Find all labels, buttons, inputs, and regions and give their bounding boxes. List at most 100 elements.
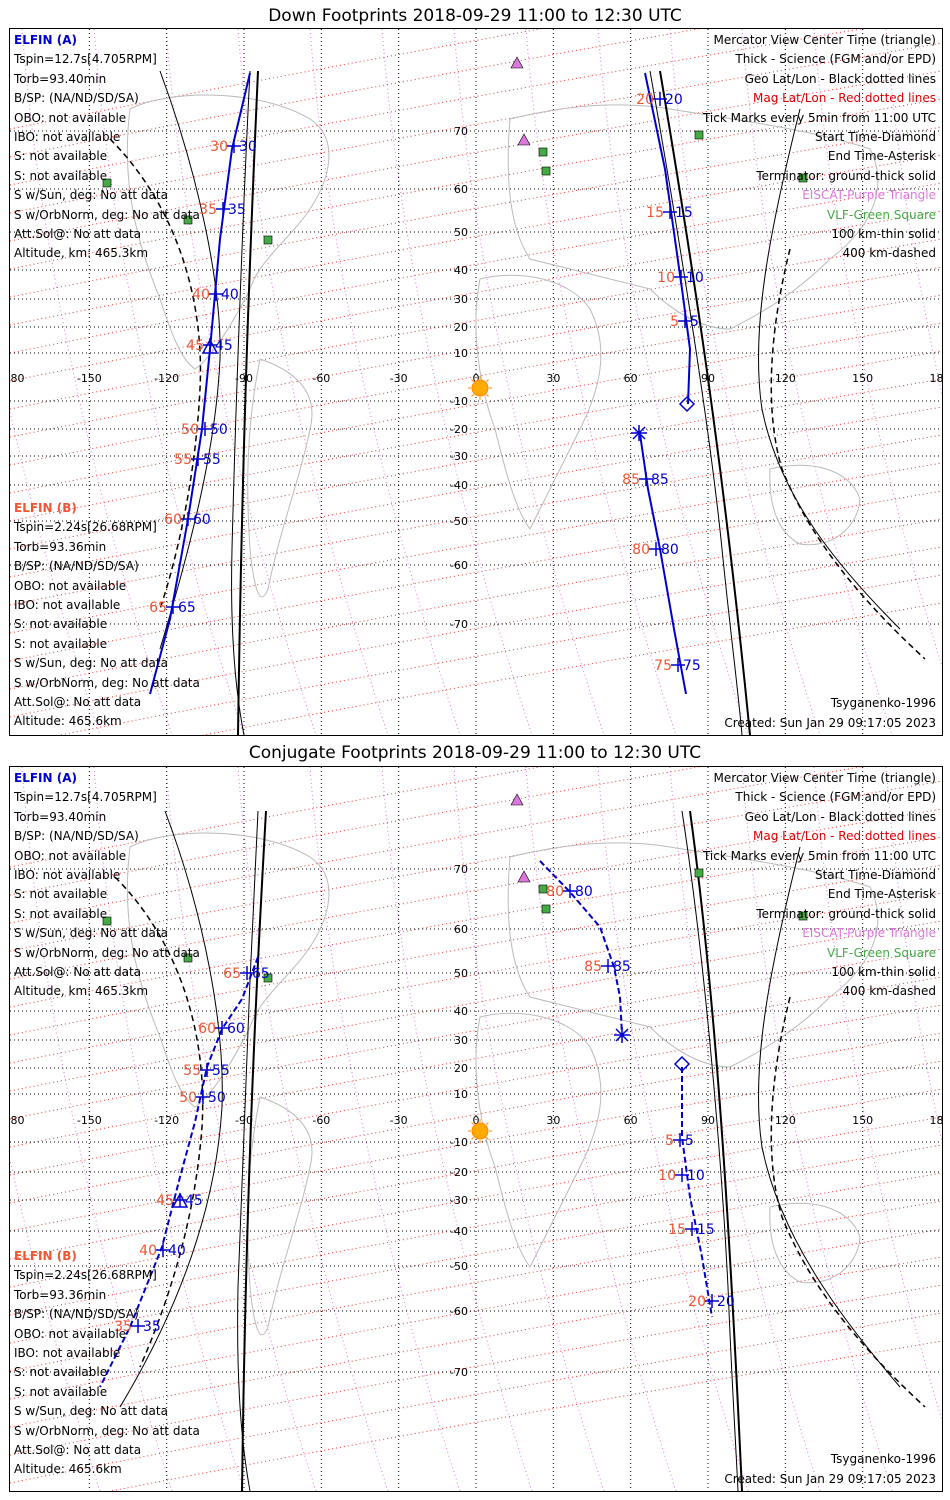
legend-item: Mercator View Center Time (triangle) [713, 33, 936, 47]
down-map: -180-150-120-90-60-300306090120150180706… [10, 29, 942, 735]
vlf-station-square [798, 911, 808, 921]
view-center-triangle [201, 338, 219, 354]
elfin-a-line: Torb=93.40min [14, 809, 107, 824]
mag-lat-line [10, 518, 942, 690]
lat-tick-label: -20 [450, 1166, 468, 1179]
legend-item: Mag Lat/Lon - Red dotted lines [752, 91, 936, 106]
sun-ray [486, 1137, 489, 1140]
legend-item: 100 km-thin solid [831, 965, 936, 980]
lon-tick-label: -150 [77, 372, 102, 385]
elfin-a-header: ELFIN (A) [14, 771, 77, 785]
legend: Mercator View Center Time (triangle) Thi… [703, 31, 936, 264]
elfin-b-line: S: not available [14, 1365, 108, 1380]
elfin-a-line: S w/OrbNorm, deg: No att data [14, 945, 200, 960]
terminator-100km-right [757, 846, 901, 1388]
sun-ray [486, 394, 489, 397]
tick-label-elfin-a: 50 [208, 1090, 226, 1106]
model-name: Tsyganenko-1996 [830, 1452, 936, 1467]
lat-tick-label: -50 [450, 1260, 468, 1273]
mag-lat-line [10, 378, 942, 550]
legend-item: Tick Marks every 5min from 11:00 UTC [702, 848, 936, 863]
lon-tick-label: 60 [624, 1114, 638, 1127]
elfin-a-line: S w/Sun, deg: No att data [14, 926, 168, 941]
tick-label-elfin-b: 45 [156, 1193, 174, 1209]
sun-ray [471, 1122, 474, 1125]
tick-label-elfin-a: 20 [665, 92, 683, 108]
lat-tick-label: -30 [450, 450, 468, 463]
mag-lon-line [741, 767, 893, 1491]
mag-lat-line [10, 948, 942, 1120]
tick-label-elfin-a: 80 [661, 542, 679, 558]
tick-label-elfin-a: 60 [227, 1021, 245, 1037]
tick-label-elfin-a: 45 [215, 338, 233, 354]
tick-label-elfin-b: 40 [139, 1243, 157, 1259]
elfin-a-line: Altitude, km: 465.3km [14, 984, 149, 999]
tick-label-elfin-b: 80 [546, 884, 564, 900]
legend-item: Mag Lat/Lon - Red dotted lines [752, 829, 936, 844]
tick-label-elfin-b: 10 [657, 270, 675, 286]
mag-lon-line [93, 767, 245, 1491]
mag-lat-line [10, 29, 543, 130]
mag-lat-line [10, 1088, 942, 1260]
mag-lat-line [10, 1312, 942, 1484]
lon-tick-label: 120 [775, 372, 796, 385]
tick-label-elfin-a: 15 [675, 205, 693, 221]
tick-label-elfin-a: 45 [185, 1193, 203, 1209]
sun-ray [486, 379, 489, 382]
conjugate-footprints-panel: -180-150-120-90-60-300306090120150180706… [9, 766, 943, 1492]
mag-lat-line [10, 767, 543, 868]
continent-outline [247, 358, 313, 598]
mag-lat-line [10, 864, 942, 1036]
elfin-b-line: S w/OrbNorm, deg: No att data [14, 1423, 200, 1438]
mag-lat-line [10, 29, 701, 158]
mag-lat-line [10, 1228, 942, 1400]
legend-item: Thick - Science (FGM and/or EPD) [735, 790, 936, 805]
legend: Mercator View Center Time (triangle) Thi… [703, 769, 936, 1002]
mag-lon-line [237, 767, 389, 1491]
lat-tick-label: 70 [454, 863, 468, 876]
mag-lat-line [10, 182, 942, 354]
vlf-station-square [538, 884, 548, 894]
lon-tick-label: -60 [312, 372, 330, 385]
legend-item: Terminator: ground-thick solid [756, 168, 936, 183]
tick-label-elfin-a: 15 [697, 1222, 715, 1238]
tick-label-elfin-b: 35 [114, 1319, 132, 1335]
terminator-ground-right [689, 810, 743, 1491]
vlf-station-square [694, 868, 704, 878]
elfin-a-line: B/SP: (NA/ND/SD/SA) [14, 91, 139, 106]
continent-outline [769, 1202, 861, 1284]
tick-label-elfin-b: 20 [636, 92, 654, 108]
tick-label-elfin-b: 5 [665, 1133, 674, 1149]
tick-label-elfin-a: 35 [143, 1319, 161, 1335]
lat-tick-label: 50 [454, 226, 468, 239]
continent-outline [247, 1096, 313, 1336]
legend-item: EISCAT-Purple Triangle [802, 188, 936, 203]
mag-lat-line [10, 490, 942, 662]
legend-item: 100 km-thin solid [831, 227, 936, 242]
sun-icon [471, 379, 489, 397]
lat-tick-label: -40 [450, 479, 468, 492]
lon-tick-label: -180 [10, 1114, 24, 1127]
elfin-a-line: S: not available [14, 149, 108, 164]
mag-lat-line [10, 920, 942, 1092]
vlf-station-square [263, 973, 273, 983]
legend-item: 400 km-dashed [842, 246, 936, 261]
terminator-left [237, 810, 259, 1491]
tick-label-elfin-a: 30 [239, 139, 257, 155]
terminator-400km-left [114, 876, 204, 1368]
lat-tick-label: -50 [450, 515, 468, 528]
sun-ray [471, 379, 474, 382]
elfin-b-line: Altitude: 465.6km [14, 714, 122, 729]
elfin-track-east-north [644, 72, 692, 405]
legend-item: Geo Lat/Lon - Black dotted lines [744, 71, 936, 86]
lon-tick-label: 90 [701, 1114, 715, 1127]
tick-label-elfin-a: 65 [178, 600, 196, 616]
sun-icon [471, 1122, 489, 1140]
continent-outline [769, 464, 861, 546]
mag-lat-line [10, 294, 942, 466]
mag-lat-line [10, 350, 942, 522]
lat-tick-label: -40 [450, 1225, 468, 1238]
mag-lat-line [10, 892, 942, 1064]
mag-lat-line [10, 1200, 942, 1372]
elfin-a-line: Tspin=12.7s[4.705RPM] [14, 790, 157, 805]
